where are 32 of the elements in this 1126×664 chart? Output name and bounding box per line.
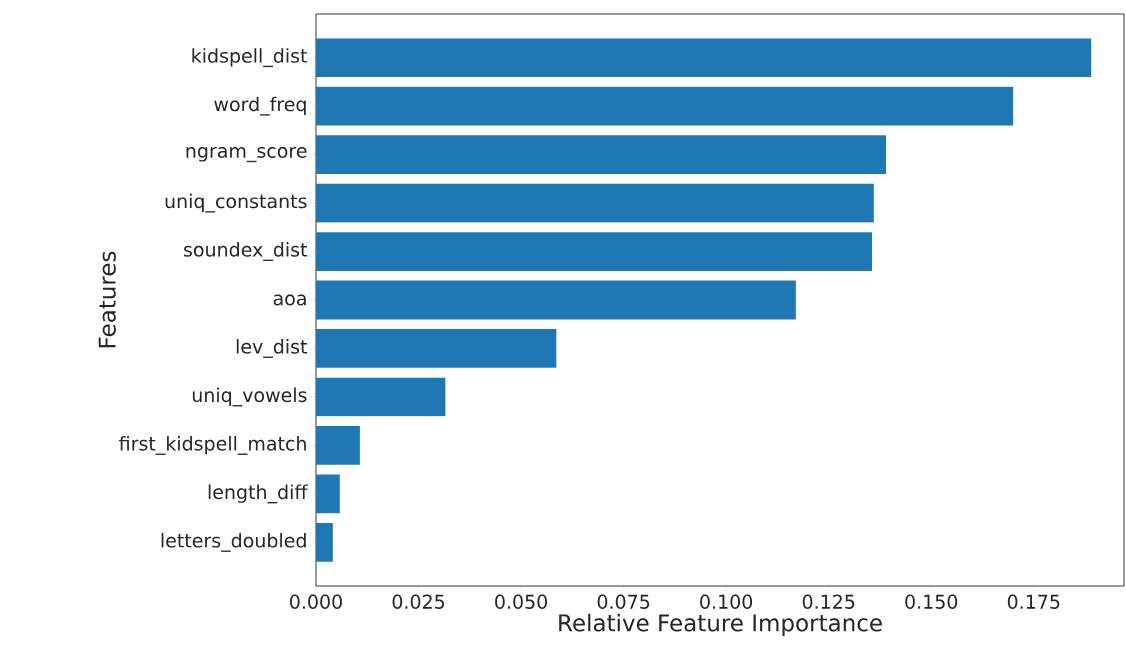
- x-tick-label: 0.075: [597, 594, 650, 609]
- y-tick-label: lev_dist: [236, 339, 308, 358]
- x-tick-label: 0.025: [392, 594, 445, 609]
- bar: [316, 522, 333, 562]
- x-tick-label: 0.000: [290, 594, 342, 609]
- x-tick-label: 0.125: [802, 594, 855, 609]
- x-tick-label: 0.150: [905, 594, 958, 609]
- y-tick-label: length_diff: [208, 484, 308, 504]
- y-tick-label: ngram_score: [186, 147, 307, 163]
- y-tick-label: uniq_constants: [165, 193, 307, 213]
- y-tick-label: kidspell_dist: [192, 48, 308, 68]
- x-axis-title: Relative Feature Importance: [559, 613, 882, 637]
- bar: [316, 183, 874, 223]
- y-tick-label: first_kidspell_match: [119, 435, 306, 455]
- bar: [316, 232, 873, 271]
- x-tick-label: 0.050: [495, 594, 547, 609]
- bar: [316, 135, 887, 174]
- y-tick-label: word_freq: [214, 96, 306, 116]
- bar: [316, 377, 446, 417]
- y-axis-title: Features: [98, 251, 116, 348]
- y-tick-label: aoa: [273, 294, 306, 306]
- y-tick-label: soundex_dist: [184, 242, 308, 261]
- bar: [316, 329, 557, 368]
- y-tick-label: uniq_vowels: [192, 387, 307, 407]
- bar: [316, 474, 340, 514]
- x-tick-label: 0.100: [700, 594, 753, 609]
- y-tick-label: letters_doubled: [161, 532, 306, 552]
- bar: [316, 280, 796, 320]
- bar: [316, 86, 1014, 126]
- x-tick-label: 0.175: [1007, 594, 1060, 609]
- bar: [316, 426, 360, 465]
- bar: [316, 38, 1092, 78]
